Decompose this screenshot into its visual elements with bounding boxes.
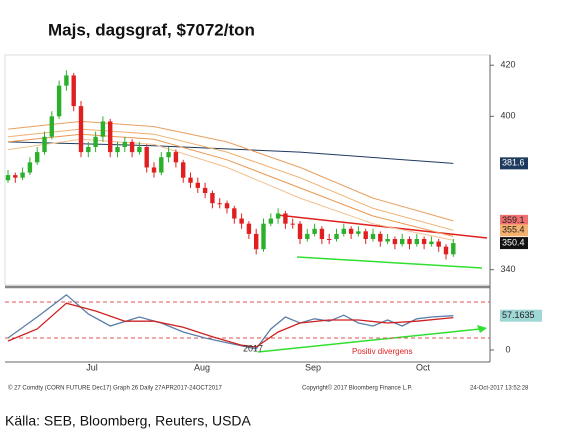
candle-body (400, 239, 405, 245)
candle-body (327, 239, 332, 240)
source: Källa: SEB, Bloomberg, Reuters, USDA (5, 413, 252, 429)
candle-body (414, 239, 419, 245)
value-label: 350.4 (502, 237, 525, 247)
footer-left: © 27 Comdty (CORN FUTURE Dec17) Graph 26… (8, 385, 222, 392)
candle-body (210, 193, 215, 204)
x-tick-label: Aug (194, 362, 210, 372)
x-tick-label: Jul (86, 362, 98, 372)
candle-body (254, 233, 259, 250)
support-line (296, 256, 483, 269)
divergence-arrow (477, 325, 487, 333)
candle-body (348, 228, 354, 234)
candle-body (305, 233, 310, 239)
candle-body (129, 141, 135, 153)
candle-body (202, 187, 208, 193)
candle-body (64, 75, 69, 86)
value-label: 355.4 (502, 225, 525, 235)
candle-body (188, 177, 193, 183)
candle-body (195, 182, 200, 188)
candle-body (275, 213, 281, 219)
candle-body (392, 239, 398, 245)
candle-body (71, 75, 76, 107)
candle-body (239, 218, 244, 224)
candle-body (283, 213, 288, 224)
x-tick-label: Sep (305, 362, 321, 372)
value-label: 359.1 (502, 215, 525, 225)
candle-body (443, 246, 449, 255)
y-tick-label: 420 (500, 60, 515, 70)
candle-body (5, 175, 11, 181)
candle-body (93, 136, 98, 147)
y-tick-label: 0 (505, 344, 510, 354)
candle-body (173, 152, 179, 163)
candle-body (224, 203, 230, 209)
value-label: 381.6 (502, 158, 525, 168)
candle-body (407, 239, 412, 245)
candle-body (363, 231, 368, 239)
value-box (500, 224, 528, 237)
value-box (500, 214, 528, 227)
candle-body (246, 223, 252, 234)
oscillator (7, 302, 454, 348)
candle-body (159, 157, 164, 173)
candle-body (290, 223, 295, 225)
candle-body (35, 152, 40, 163)
candle-body (78, 106, 84, 153)
candle-body (137, 147, 142, 153)
candle-body (268, 218, 273, 224)
candle-body (370, 233, 376, 239)
divergence-line (257, 328, 481, 353)
candle-body (122, 141, 127, 147)
main-panel (4, 54, 491, 286)
candle-body (217, 203, 222, 205)
candle-body (27, 162, 33, 173)
candle-body (451, 243, 456, 255)
value-box (500, 237, 528, 250)
value-label: 57.1635 (502, 310, 535, 320)
candle-body (297, 223, 303, 239)
candle-body (181, 162, 186, 178)
candle-body (421, 239, 427, 245)
footer-mid: Copyright© 2017 Bloomberg Finance L.P. (302, 385, 413, 392)
candle-body (49, 116, 54, 137)
candle-body (261, 223, 266, 250)
candle-body (436, 241, 441, 247)
candle-body (144, 147, 149, 168)
candle-body (20, 172, 25, 178)
resistance-line (276, 214, 488, 239)
oscillator (7, 293, 454, 350)
candle-body (356, 231, 361, 234)
candle-body (341, 228, 346, 234)
y-tick-label: 400 (500, 111, 515, 121)
candle-body (115, 147, 120, 153)
footer-right: 24-Oct-2017 13:52:28 (470, 386, 529, 392)
candle-body (232, 208, 237, 219)
candle-body (42, 136, 47, 153)
candle-body (378, 233, 383, 242)
candle-body (108, 121, 113, 153)
chart-title: Majs, dagsgraf, $7072/ton (48, 20, 255, 39)
candle-body (56, 85, 62, 117)
x-tick-label: Oct (416, 362, 431, 372)
candle-body (13, 175, 18, 178)
candle-body (166, 152, 171, 158)
y-tick-label: 340 (500, 264, 515, 274)
candle-body (319, 228, 325, 239)
candle-body (86, 147, 91, 153)
value-box (500, 309, 542, 322)
candle-body (429, 241, 434, 245)
candle-body (312, 228, 317, 234)
annotation: Positiv divergens (352, 347, 412, 356)
value-box (500, 157, 528, 170)
year-label: 2017 (243, 343, 263, 353)
candle-body (100, 121, 106, 137)
candle-body (385, 239, 390, 242)
candle-body (151, 167, 157, 173)
candle-body (334, 233, 339, 239)
